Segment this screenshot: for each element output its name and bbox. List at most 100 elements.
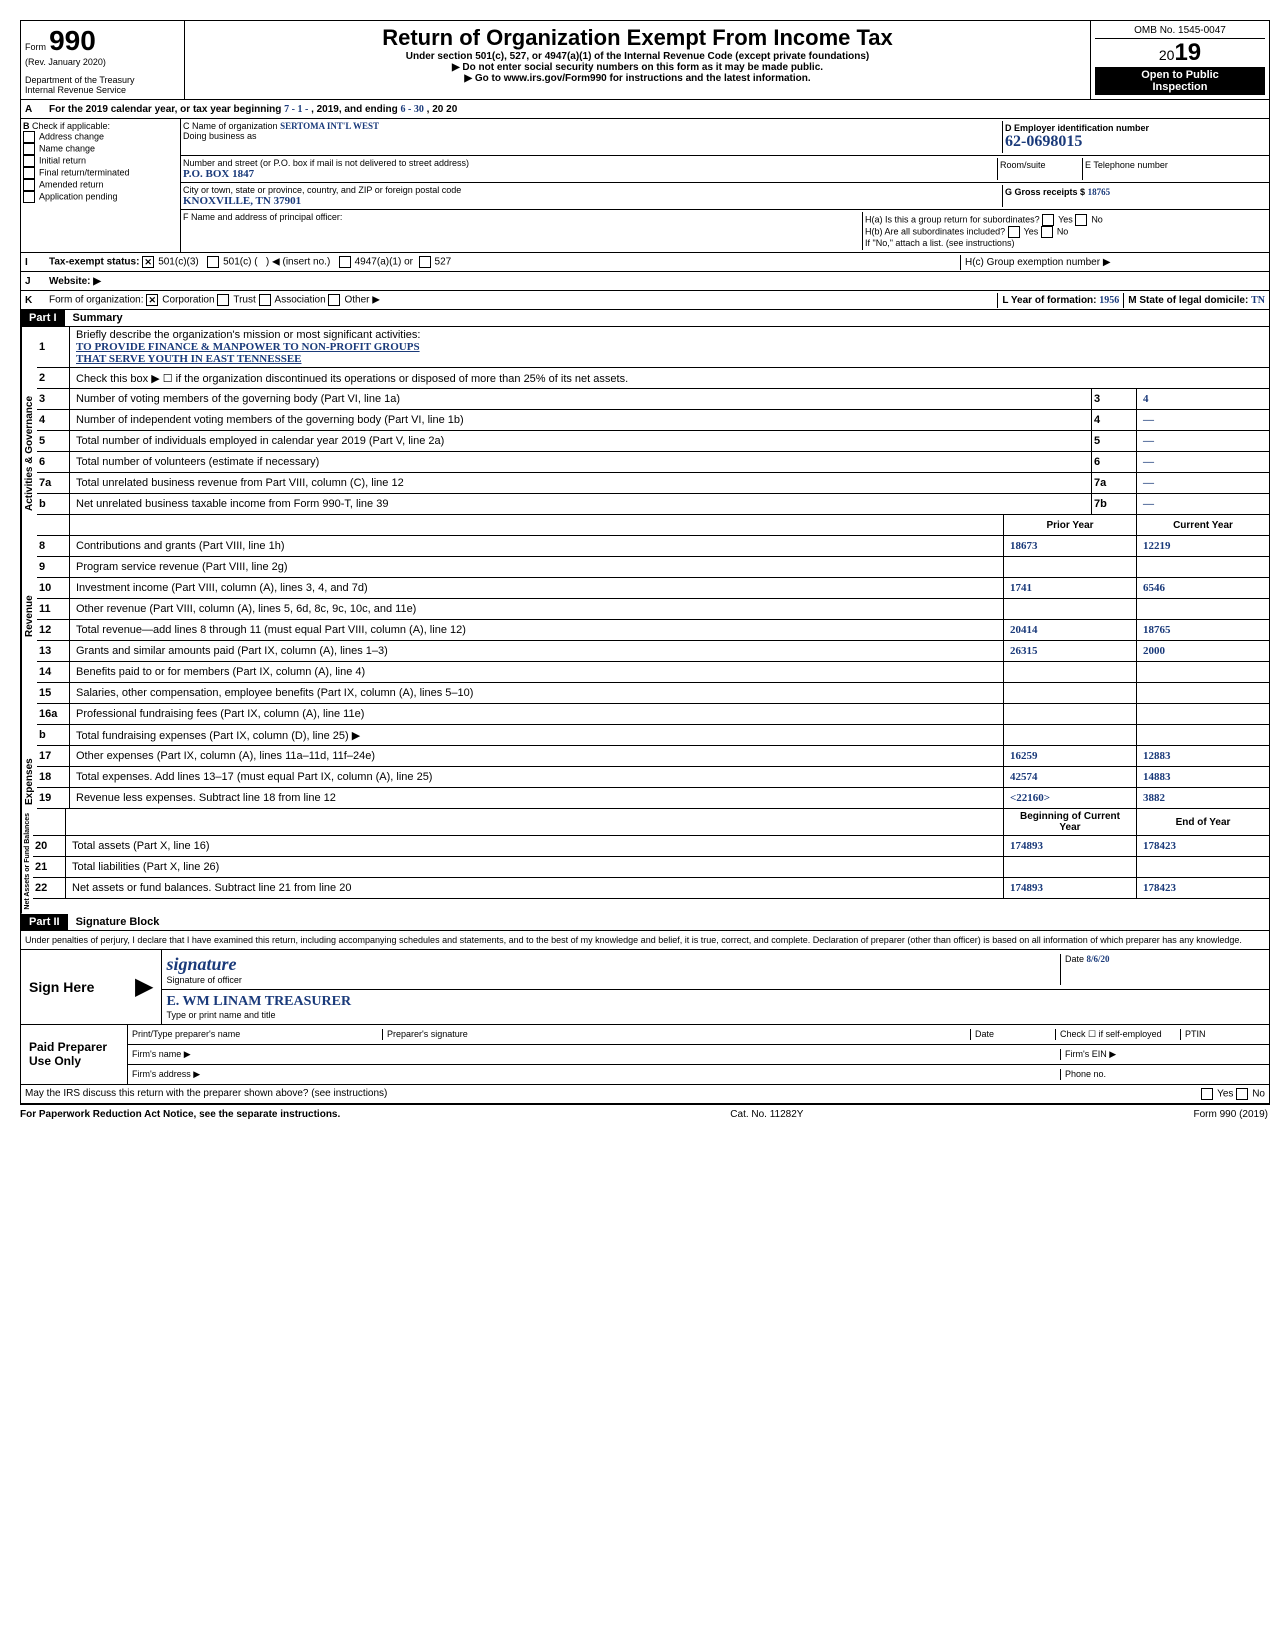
line10-current: 6546 [1136,578,1269,598]
mission-line1: TO PROVIDE FINANCE & MANPOWER TO NON-PRO… [76,341,1263,353]
gross-receipts: 18765 [1088,187,1111,197]
discuss-no[interactable] [1236,1088,1248,1100]
form-label: Form [25,42,46,52]
check-name-change[interactable] [23,143,35,155]
line20-prior: 174893 [1003,836,1136,856]
line-j: J Website: ▶ [21,272,1269,291]
check-hb-yes[interactable] [1008,226,1020,238]
line20-current: 178423 [1136,836,1269,856]
form-number: 990 [49,25,96,56]
paid-preparer-section: Paid Preparer Use Only Print/Type prepar… [21,1025,1269,1085]
line13-prior: 26315 [1003,641,1136,661]
line6-val: — [1136,452,1269,472]
form-warning: ▶ Do not enter social security numbers o… [193,62,1082,73]
line-i: I Tax-exempt status: 501(c)(3) 501(c) ( … [21,253,1269,272]
header-center: Return of Organization Exempt From Incom… [185,21,1091,99]
tax-year-begin: 7 - 1 - [284,104,308,115]
ein: 62-0698015 [1005,133,1265,151]
form-rev: (Rev. January 2020) [25,57,180,67]
line16a-current [1136,704,1269,724]
line8-current: 12219 [1136,536,1269,556]
check-trust[interactable] [217,294,229,306]
check-ha-no[interactable] [1075,214,1087,226]
line11-current [1136,599,1269,619]
expenses-section: Expenses 13Grants and similar amounts pa… [21,641,1269,809]
year-prefix: 20 [1159,47,1175,63]
check-ha-yes[interactable] [1042,214,1054,226]
omb-number: OMB No. 1545-0047 [1095,25,1265,39]
tax-year-end: 6 - 30 [401,104,424,115]
activities-governance-label: Activities & Governance [21,327,37,515]
discuss-row: May the IRS discuss this return with the… [21,1085,1269,1104]
line17-prior: 16259 [1003,746,1136,766]
summary-section: Activities & Governance 1 Briefly descri… [21,327,1269,515]
paid-preparer-label: Paid Preparer Use Only [21,1025,127,1084]
line17-current: 12883 [1136,746,1269,766]
line9-current [1136,557,1269,577]
city-state-zip: KNOXVILLE, TN 37901 [183,195,1002,207]
check-final-return[interactable] [23,167,35,179]
check-527[interactable] [419,256,431,268]
line11-prior [1003,599,1136,619]
check-amended-return[interactable] [23,179,35,191]
form-goto: ▶ Go to www.irs.gov/Form990 for instruct… [193,73,1082,84]
mission-line2: THAT SERVE YOUTH IN EAST TENNESSEE [76,353,1263,365]
line21-current [1136,857,1269,877]
line19-prior: <22160> [1003,788,1136,808]
check-hb-no[interactable] [1041,226,1053,238]
line10-prior: 1741 [1003,578,1136,598]
org-name: SERTOMA INT'L WEST [280,121,379,131]
org-info-block: B Check if applicable: Address change Na… [21,119,1269,253]
sign-here-label: Sign Here [21,950,127,1024]
line7b-val: — [1136,494,1269,514]
check-501c[interactable] [207,256,219,268]
telephone-label: E Telephone number [1082,158,1267,180]
line21-prior [1003,857,1136,877]
line22-prior: 174893 [1003,878,1136,898]
sign-arrow-icon: ▶ [127,950,161,1024]
irs: Internal Revenue Service [25,85,180,95]
line5-val: — [1136,431,1269,451]
officer-signature: signature [166,954,1060,975]
line12-current: 18765 [1136,620,1269,640]
discuss-yes[interactable] [1201,1088,1213,1100]
line22-current: 178423 [1136,878,1269,898]
sign-here-section: Sign Here ▶ signature Signature of offic… [21,950,1269,1025]
form-subtitle: Under section 501(c), 527, or 4947(a)(1)… [193,51,1082,62]
netassets-section: Net Assets or Fund Balances Beginning of… [21,809,1269,914]
header-right: OMB No. 1545-0047 2019 Open to Public In… [1091,21,1269,99]
state-domicile: TN [1251,295,1265,306]
form-header: Form 990 (Rev. January 2020) Department … [21,21,1269,100]
check-initial-return[interactable] [23,155,35,167]
line-k: K Form of organization: Corporation Trus… [21,291,1269,310]
line-a: A For the 2019 calendar year, or tax yea… [21,100,1269,119]
revenue-label: Revenue [21,515,37,641]
check-address-change[interactable] [23,131,35,143]
open-public: Open to Public Inspection [1095,67,1265,95]
netassets-label: Net Assets or Fund Balances [21,809,33,914]
line3-val: 4 [1136,389,1269,409]
check-corp[interactable] [146,294,158,306]
revenue-section: Revenue Prior YearCurrent Year 8Contribu… [21,515,1269,641]
form-title: Return of Organization Exempt From Incom… [193,25,1082,51]
street-address: P.O. BOX 1847 [183,168,997,180]
line19-current: 3882 [1136,788,1269,808]
line8-prior: 18673 [1003,536,1136,556]
line15-current [1136,683,1269,703]
penalty-statement: Under penalties of perjury, I declare th… [21,931,1269,950]
form-990: Form 990 (Rev. January 2020) Department … [20,20,1270,1105]
check-4947[interactable] [339,256,351,268]
check-assoc[interactable] [259,294,271,306]
line18-prior: 42574 [1003,767,1136,787]
check-application-pending[interactable] [23,191,35,203]
line15-prior [1003,683,1136,703]
header-left: Form 990 (Rev. January 2020) Department … [21,21,185,99]
line13-current: 2000 [1136,641,1269,661]
line14-prior [1003,662,1136,682]
check-other[interactable] [328,294,340,306]
year-suffix: 19 [1174,39,1201,66]
dept: Department of the Treasury [25,75,180,85]
check-501c3[interactable] [142,256,154,268]
section-c: C Name of organization SERTOMA INT'L WES… [181,119,1269,252]
line16a-prior [1003,704,1136,724]
